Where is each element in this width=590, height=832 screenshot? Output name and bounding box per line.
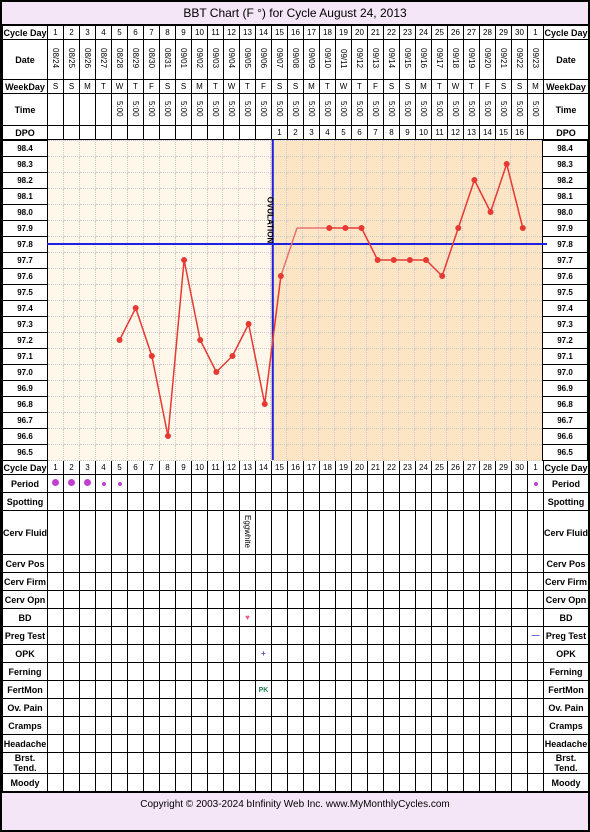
chart-container: 98.498.498.398.398.298.298.198.198.098.0… xyxy=(2,140,588,460)
cycleday-row: Cycle Day1234567891011121314151617181920… xyxy=(3,26,589,40)
row-bd: BD♥BD xyxy=(3,609,589,627)
weekday-row: WeekDaySSMTWTFSSMTWTFSSMTWTFSSMTWTFSSMWe… xyxy=(3,80,589,94)
row-ferning: FerningFerning xyxy=(3,663,589,681)
row-brsttend: Brst. Tend.Brst. Tend. xyxy=(3,753,589,774)
row-spotting: SpottingSpotting xyxy=(3,493,589,511)
row-opk: OPK+OPK xyxy=(3,645,589,663)
row-cervopn: Cerv OpnCerv Opn xyxy=(3,591,589,609)
time-row: Time5:005:005:005:005:005:005:005:005:00… xyxy=(3,94,589,126)
chart-title: BBT Chart (F °) for Cycle August 24, 201… xyxy=(2,2,588,25)
dpo-row: DPO12345678910111213141516DPO xyxy=(3,126,589,140)
row-fertmon: FertMonPKFertMon xyxy=(3,681,589,699)
cycleday-row-bottom: Cycle Day1234567891011121314151617181920… xyxy=(3,461,589,475)
footer-copyright: Copyright © 2003-2024 bInfinity Web Inc.… xyxy=(2,792,588,816)
row-period: PeriodPeriod xyxy=(3,475,589,493)
footer-rows-block: Cycle Day1234567891011121314151617181920… xyxy=(2,460,588,792)
date-row: Date08/2408/2508/2608/2708/2808/2908/300… xyxy=(3,40,589,80)
header-block: Cycle Day1234567891011121314151617181920… xyxy=(2,25,588,140)
row-cervfluid: Cerv FluidEggwhiteCerv Fluid xyxy=(3,511,589,555)
row-ovpain: Ov. PainOv. Pain xyxy=(3,699,589,717)
row-cervpos: Cerv PosCerv Pos xyxy=(3,555,589,573)
temp-grid: 98.498.498.398.398.298.298.198.198.098.0… xyxy=(2,140,588,461)
header-table: Cycle Day1234567891011121314151617181920… xyxy=(2,25,589,140)
row-cramps: CrampsCramps xyxy=(3,717,589,735)
row-cervfirm: Cerv FirmCerv Firm xyxy=(3,573,589,591)
row-pregtest: Preg Test—Preg Test xyxy=(3,627,589,645)
chart-wrapper: BBT Chart (F °) for Cycle August 24, 201… xyxy=(0,0,590,832)
footer-table: Cycle Day1234567891011121314151617181920… xyxy=(2,460,589,792)
row-headache: HeadacheHeadache xyxy=(3,735,589,753)
row-moody: MoodyMoody xyxy=(3,774,589,792)
